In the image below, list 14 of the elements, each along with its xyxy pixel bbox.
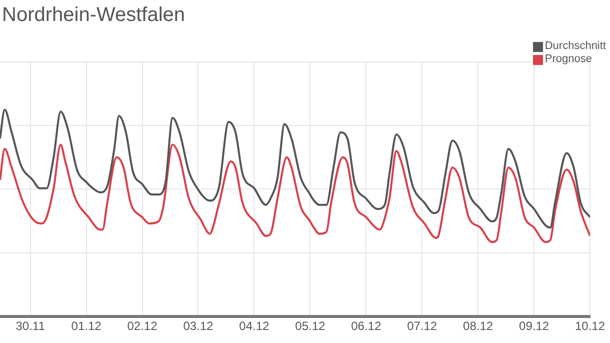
x-tick-label: 08.12 bbox=[463, 319, 494, 334]
x-tick-label: 04.12 bbox=[239, 319, 270, 334]
x-tick-label: 03.12 bbox=[183, 319, 214, 334]
x-tick-label: 10.12 bbox=[574, 319, 606, 334]
chart-title: Nordrhein-Westfalen bbox=[2, 4, 186, 27]
x-tick-label: 01.12 bbox=[71, 319, 102, 334]
x-tick-label: 09.12 bbox=[519, 319, 550, 334]
x-tick-label: 06.12 bbox=[351, 319, 382, 334]
legend-label: Prognose bbox=[544, 53, 592, 66]
legend-label: Durchschnitt bbox=[544, 40, 606, 53]
x-tick-label: 02.12 bbox=[127, 319, 158, 334]
x-tick-label: 07.12 bbox=[407, 319, 438, 334]
x-tick-label: 30.11 bbox=[16, 319, 46, 334]
x-tick-label: 05.12 bbox=[295, 319, 326, 334]
